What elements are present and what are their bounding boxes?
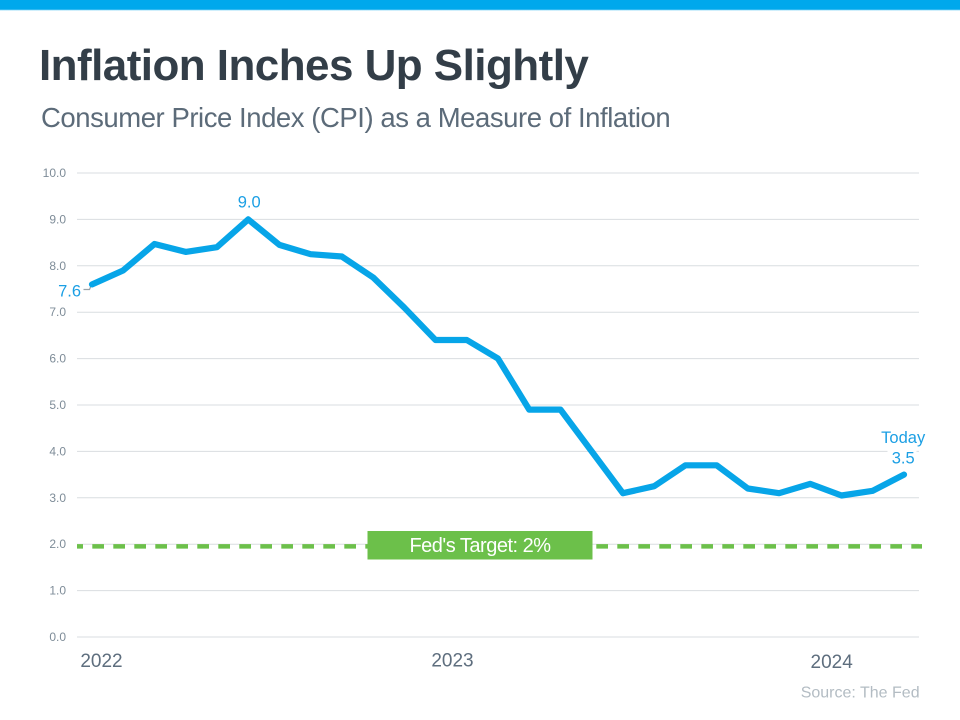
svg-text:8.0: 8.0 bbox=[49, 259, 66, 273]
svg-text:7.6: 7.6 bbox=[58, 282, 81, 300]
svg-text:Today: Today bbox=[881, 429, 926, 447]
svg-text:0.0: 0.0 bbox=[49, 630, 66, 644]
svg-text:10.0: 10.0 bbox=[43, 166, 67, 180]
svg-text:2022: 2022 bbox=[80, 651, 122, 672]
svg-text:3.5: 3.5 bbox=[892, 450, 915, 468]
svg-text:1.0: 1.0 bbox=[49, 584, 66, 598]
svg-text:2023: 2023 bbox=[431, 651, 473, 672]
svg-text:3.0: 3.0 bbox=[49, 491, 66, 505]
svg-text:5.0: 5.0 bbox=[49, 398, 66, 412]
svg-text:Fed's Target: 2%: Fed's Target: 2% bbox=[409, 535, 551, 557]
svg-text:2024: 2024 bbox=[811, 652, 854, 673]
svg-text:9.0: 9.0 bbox=[238, 193, 261, 211]
svg-text:4.0: 4.0 bbox=[49, 444, 66, 458]
svg-text:6.0: 6.0 bbox=[49, 352, 66, 366]
svg-text:7.0: 7.0 bbox=[49, 305, 66, 319]
svg-text:2.0: 2.0 bbox=[49, 537, 66, 551]
svg-text:Source: The Fed: Source: The Fed bbox=[801, 685, 920, 702]
svg-text:9.0: 9.0 bbox=[49, 212, 66, 226]
